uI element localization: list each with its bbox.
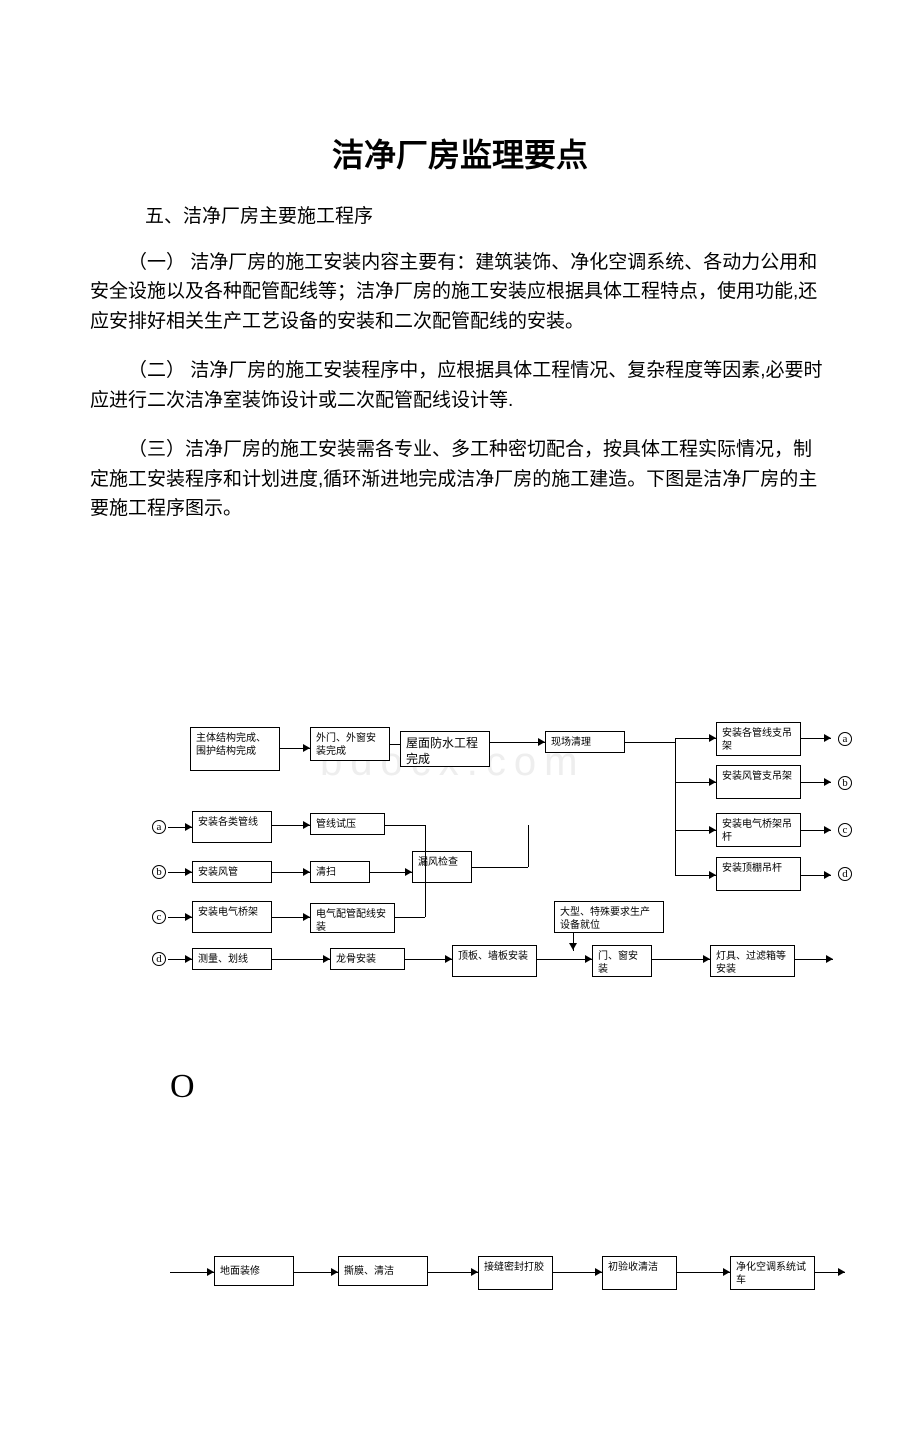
node-25: 初验收清洁 (602, 1256, 677, 1290)
node-15: 电气配管配线安装 (310, 903, 395, 933)
node-3: 屋面防水工程完成 (400, 731, 490, 767)
node-20: 门、窗安装 (592, 945, 652, 977)
orphan-symbol: O (170, 1068, 195, 1106)
label-d-left: d (152, 952, 166, 966)
node-23: 撕膜、清洁 (338, 1256, 428, 1286)
label-a-left: a (152, 820, 166, 834)
node-6: 安装风管支吊架 (716, 765, 801, 799)
label-d-right: d (838, 867, 852, 881)
node-16: 大型、特殊要求生产设备就位 (554, 901, 664, 933)
node-5: 安装各管线支吊架 (716, 722, 801, 756)
label-a-right: a (838, 732, 852, 746)
node-21: 灯具、过滤箱等安装 (710, 945, 795, 977)
node-22: 地面装修 (214, 1256, 294, 1286)
node-19: 顶板、墙板安装 (452, 945, 537, 977)
label-c-left: c (152, 910, 166, 924)
node-26: 净化空调系统试车 (730, 1256, 815, 1290)
node-14: 安装电气桥架 (192, 901, 272, 933)
node-24: 接缝密封打胶 (478, 1256, 553, 1290)
node-7: 安装电气桥架吊杆 (716, 813, 801, 847)
node-8: 安装顶棚吊杆 (716, 857, 801, 891)
node-1: 主体结构完成、围护结构完成 (190, 727, 280, 771)
node-18: 龙骨安装 (330, 948, 405, 970)
node-12: 清扫 (310, 861, 370, 883)
node-2: 外门、外窗安装完成 (310, 727, 390, 761)
flowchart: 主体结构完成、围护结构完成 外门、外窗安装完成 屋面防水工程完成 现场清理 安装… (0, 130, 920, 1432)
label-b-right: b (838, 776, 852, 790)
node-4: 现场清理 (545, 731, 625, 753)
node-13: 漏风检查 (412, 851, 472, 883)
node-10: 管线试压 (310, 813, 385, 835)
label-b-left: b (152, 865, 166, 879)
node-9: 安装各类管线 (192, 811, 272, 843)
node-11: 安装风管 (192, 861, 272, 883)
label-c-right: c (838, 823, 852, 837)
node-17: 测量、划线 (192, 948, 272, 970)
